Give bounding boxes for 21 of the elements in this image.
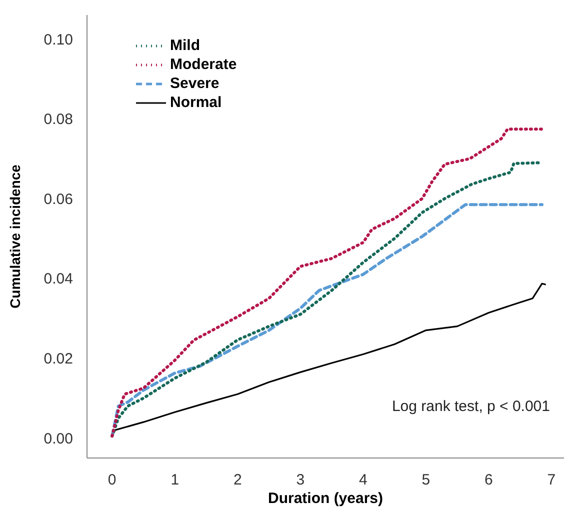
y-tick-label: 0.02	[44, 350, 73, 368]
y-tick-label: 0.06	[44, 190, 73, 208]
y-axis-title: Cumulative incidence	[6, 164, 23, 308]
y-tick-label: 0.10	[44, 31, 73, 48]
legend-label: Normal	[170, 93, 222, 112]
y-tick-label: 0.04	[44, 270, 73, 288]
y-tick-label: 0.00	[44, 430, 73, 448]
x-tick-label: 6	[484, 472, 493, 489]
y-tick-label: 0.08	[44, 111, 73, 128]
legend-label: Mild	[170, 36, 200, 55]
x-tick-label: 7	[547, 472, 556, 489]
x-tick-label: 2	[233, 472, 242, 489]
x-tick-label: 0	[108, 472, 116, 489]
x-tick-label: 3	[296, 472, 305, 489]
annotation: Log rank test, p < 0.001	[392, 398, 550, 415]
x-tick-label: 5	[422, 472, 430, 489]
legend-label: Moderate	[170, 55, 237, 74]
legend-label: Severe	[170, 74, 220, 93]
x-axis-title: Duration (years)	[268, 490, 384, 507]
x-tick-label: 4	[358, 472, 368, 489]
x-tick-label: 1	[170, 472, 180, 489]
